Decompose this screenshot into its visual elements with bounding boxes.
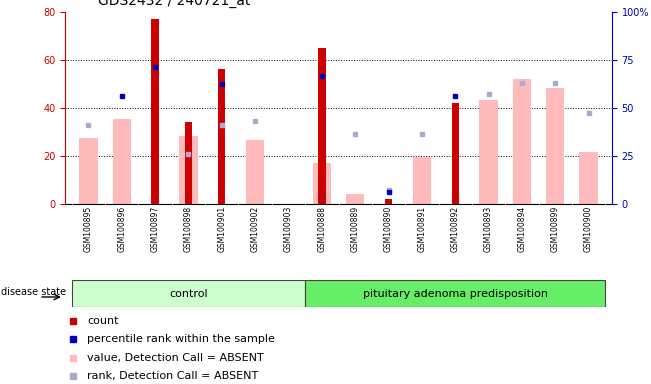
Text: GSM100888: GSM100888	[317, 206, 326, 252]
Bar	[79, 138, 98, 204]
Text: GSM100901: GSM100901	[217, 206, 227, 252]
Bar	[579, 152, 598, 204]
Bar	[513, 79, 531, 204]
Text: GSM100891: GSM100891	[417, 206, 426, 252]
Bar	[72, 280, 305, 307]
Text: GSM100898: GSM100898	[184, 206, 193, 252]
Bar	[218, 69, 225, 204]
Text: pituitary adenoma predisposition: pituitary adenoma predisposition	[363, 289, 547, 299]
Text: control: control	[169, 289, 208, 299]
Text: GSM100893: GSM100893	[484, 206, 493, 252]
Bar	[346, 194, 365, 204]
Bar	[179, 136, 198, 204]
Text: disease state: disease state	[1, 287, 66, 298]
Text: GSM100900: GSM100900	[584, 206, 593, 252]
Bar	[305, 280, 605, 307]
Text: rank, Detection Call = ABSENT: rank, Detection Call = ABSENT	[87, 371, 258, 381]
Bar	[185, 122, 192, 204]
Bar	[479, 100, 498, 204]
Text: percentile rank within the sample: percentile rank within the sample	[87, 334, 275, 344]
Bar	[312, 163, 331, 204]
Text: value, Detection Call = ABSENT: value, Detection Call = ABSENT	[87, 353, 264, 363]
Text: GSM100899: GSM100899	[551, 206, 560, 252]
Text: GSM100903: GSM100903	[284, 206, 293, 252]
Bar	[113, 119, 131, 204]
Text: GSM100889: GSM100889	[351, 206, 360, 252]
Bar	[385, 199, 392, 204]
Bar	[413, 157, 431, 204]
Text: GSM100897: GSM100897	[150, 206, 159, 252]
Text: GSM100896: GSM100896	[117, 206, 126, 252]
Text: GSM100902: GSM100902	[251, 206, 260, 252]
Text: count: count	[87, 316, 118, 326]
Text: GSM100892: GSM100892	[450, 206, 460, 252]
Text: GSM100895: GSM100895	[84, 206, 93, 252]
Bar	[546, 88, 564, 204]
Text: GSM100894: GSM100894	[518, 206, 527, 252]
Bar	[152, 19, 159, 204]
Bar	[452, 103, 459, 204]
Bar	[246, 140, 264, 204]
Text: GDS2432 / 240721_at: GDS2432 / 240721_at	[98, 0, 250, 8]
Text: GSM100890: GSM100890	[384, 206, 393, 252]
Bar	[318, 48, 326, 204]
